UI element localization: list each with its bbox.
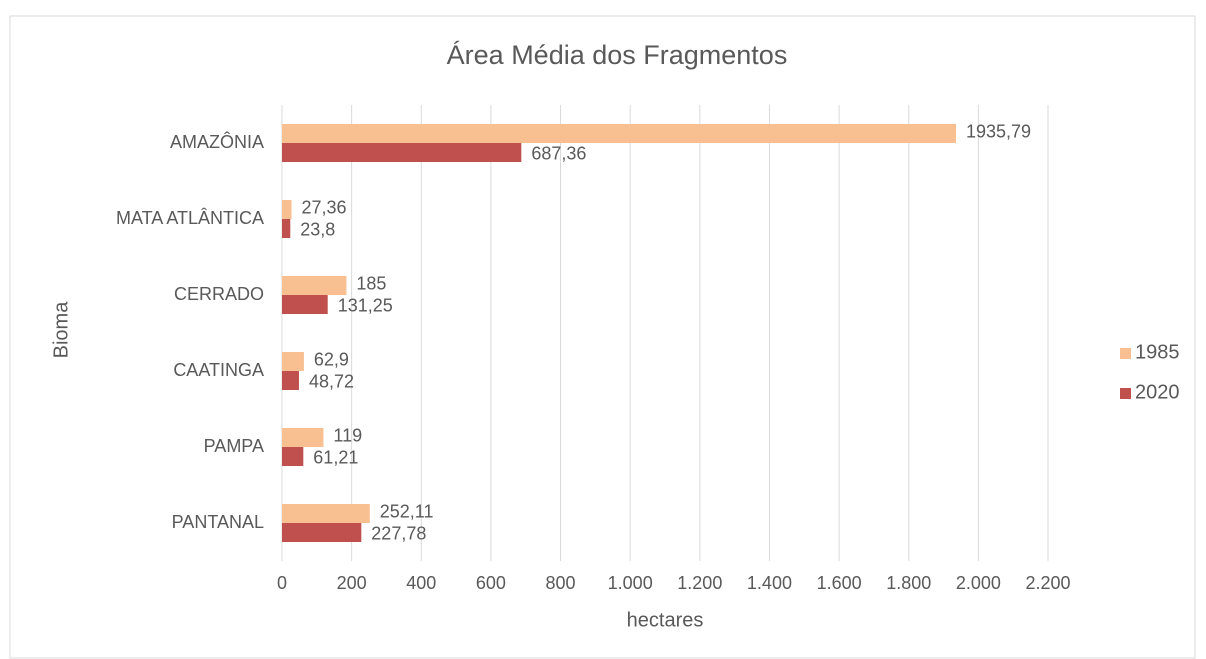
data-label: 687,36 bbox=[531, 143, 586, 163]
data-label: 61,21 bbox=[313, 447, 358, 467]
bar bbox=[282, 124, 957, 143]
x-tick-label: 2.200 bbox=[1025, 573, 1070, 593]
y-tick-label: PAMPA bbox=[204, 436, 264, 456]
bar bbox=[282, 504, 370, 523]
data-label: 185 bbox=[356, 273, 386, 293]
data-label: 1935,79 bbox=[966, 121, 1031, 141]
data-label: 48,72 bbox=[309, 371, 354, 391]
x-tick-label: 600 bbox=[476, 573, 506, 593]
bar bbox=[282, 143, 522, 162]
bar bbox=[282, 371, 299, 390]
bar bbox=[282, 276, 347, 295]
x-tick-label: 0 bbox=[277, 573, 287, 593]
data-label: 252,11 bbox=[380, 501, 434, 521]
y-tick-label: MATA ATLÂNTICA bbox=[116, 208, 264, 228]
bar bbox=[282, 428, 324, 447]
chart-border bbox=[9, 15, 1196, 659]
data-label: 119 bbox=[333, 425, 362, 445]
x-tick-label: 200 bbox=[337, 573, 367, 593]
legend-swatch bbox=[1120, 348, 1131, 359]
bar bbox=[282, 447, 304, 466]
x-tick-label: 800 bbox=[546, 573, 576, 593]
x-tick-label: 1.200 bbox=[677, 573, 722, 593]
x-tick-label: 1.800 bbox=[886, 573, 931, 593]
y-tick-label: CAATINGA bbox=[173, 360, 264, 380]
data-label: 131,25 bbox=[338, 295, 393, 315]
chart-title: Área Média dos Fragmentos bbox=[447, 40, 788, 70]
legend-label: 2020 bbox=[1135, 381, 1180, 403]
bar bbox=[282, 200, 292, 219]
bar bbox=[282, 523, 362, 542]
x-tick-label: 2.000 bbox=[956, 573, 1001, 593]
y-tick-label: PANTANAL bbox=[172, 512, 264, 532]
x-tick-label: 1.600 bbox=[817, 573, 862, 593]
x-tick-label: 1.400 bbox=[747, 573, 792, 593]
x-tick-label: 1.000 bbox=[608, 573, 653, 593]
bar bbox=[282, 219, 291, 238]
x-axis-title: hectares bbox=[627, 609, 704, 631]
legend-swatch bbox=[1120, 388, 1131, 399]
bar bbox=[282, 295, 328, 314]
legend-label: 1985 bbox=[1135, 341, 1180, 363]
bar bbox=[282, 352, 304, 371]
x-tick-label: 400 bbox=[406, 573, 436, 593]
y-tick-label: AMAZÔNIA bbox=[170, 131, 264, 152]
data-label: 27,36 bbox=[302, 197, 347, 217]
data-label: 23,8 bbox=[300, 219, 335, 239]
data-label: 227,78 bbox=[371, 523, 426, 543]
y-axis-title: Bioma bbox=[50, 301, 72, 359]
data-label: 62,9 bbox=[314, 349, 349, 369]
y-tick-label: CERRADO bbox=[174, 284, 264, 304]
